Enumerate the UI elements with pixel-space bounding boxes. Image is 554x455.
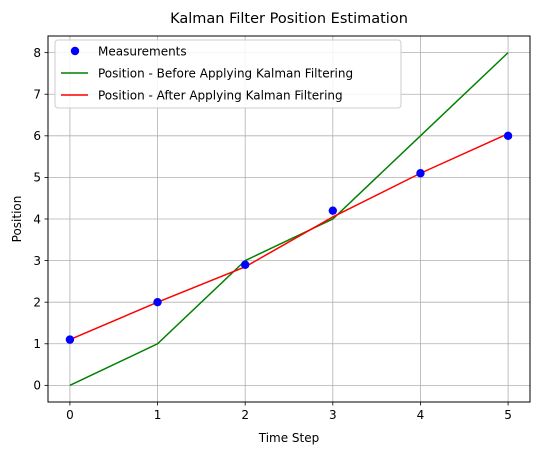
y-tick-label: 2 [33,295,41,309]
data-point [328,206,338,215]
series-line [69,133,509,341]
x-tick-label: 3 [329,408,337,422]
legend-label: Position - After Applying Kalman Filteri… [98,88,343,102]
legend-box [54,39,402,109]
data-point [65,335,75,344]
legend-label: Measurements [98,44,187,58]
x-tick-label: 1 [154,408,162,422]
y-tick-label: 0 [33,379,41,393]
x-tick-label: 5 [504,408,512,422]
axis-ticks: 0 1 2 3 4 5 0 1 2 3 4 5 6 7 8 [33,46,512,422]
data-point [240,260,250,269]
series-line [69,52,509,387]
legend-marker [70,46,80,56]
data-point [153,297,162,307]
data-point [416,169,425,178]
x-tick-label: 2 [241,408,249,422]
y-tick-label: 6 [33,129,41,143]
y-tick-label: 1 [33,337,41,351]
y-tick-label: 3 [33,254,41,268]
y-tick-label: 5 [33,171,41,185]
plot-series [65,52,513,387]
legend: Measurements Position - Before Applying K… [54,39,402,109]
x-axis-title: Time Step [258,431,320,445]
y-tick-label: 4 [33,212,41,226]
x-tick-label: 4 [417,408,425,422]
chart-title: Kalman Filter Position Estimation [170,11,408,27]
y-tick-label: 7 [33,88,41,102]
y-axis-title: Position [10,196,24,243]
x-tick-label: 0 [66,408,74,422]
y-tick-label: 8 [33,46,41,60]
data-point [503,131,513,141]
legend-label: Position - Before Applying Kalman Filter… [98,66,353,80]
